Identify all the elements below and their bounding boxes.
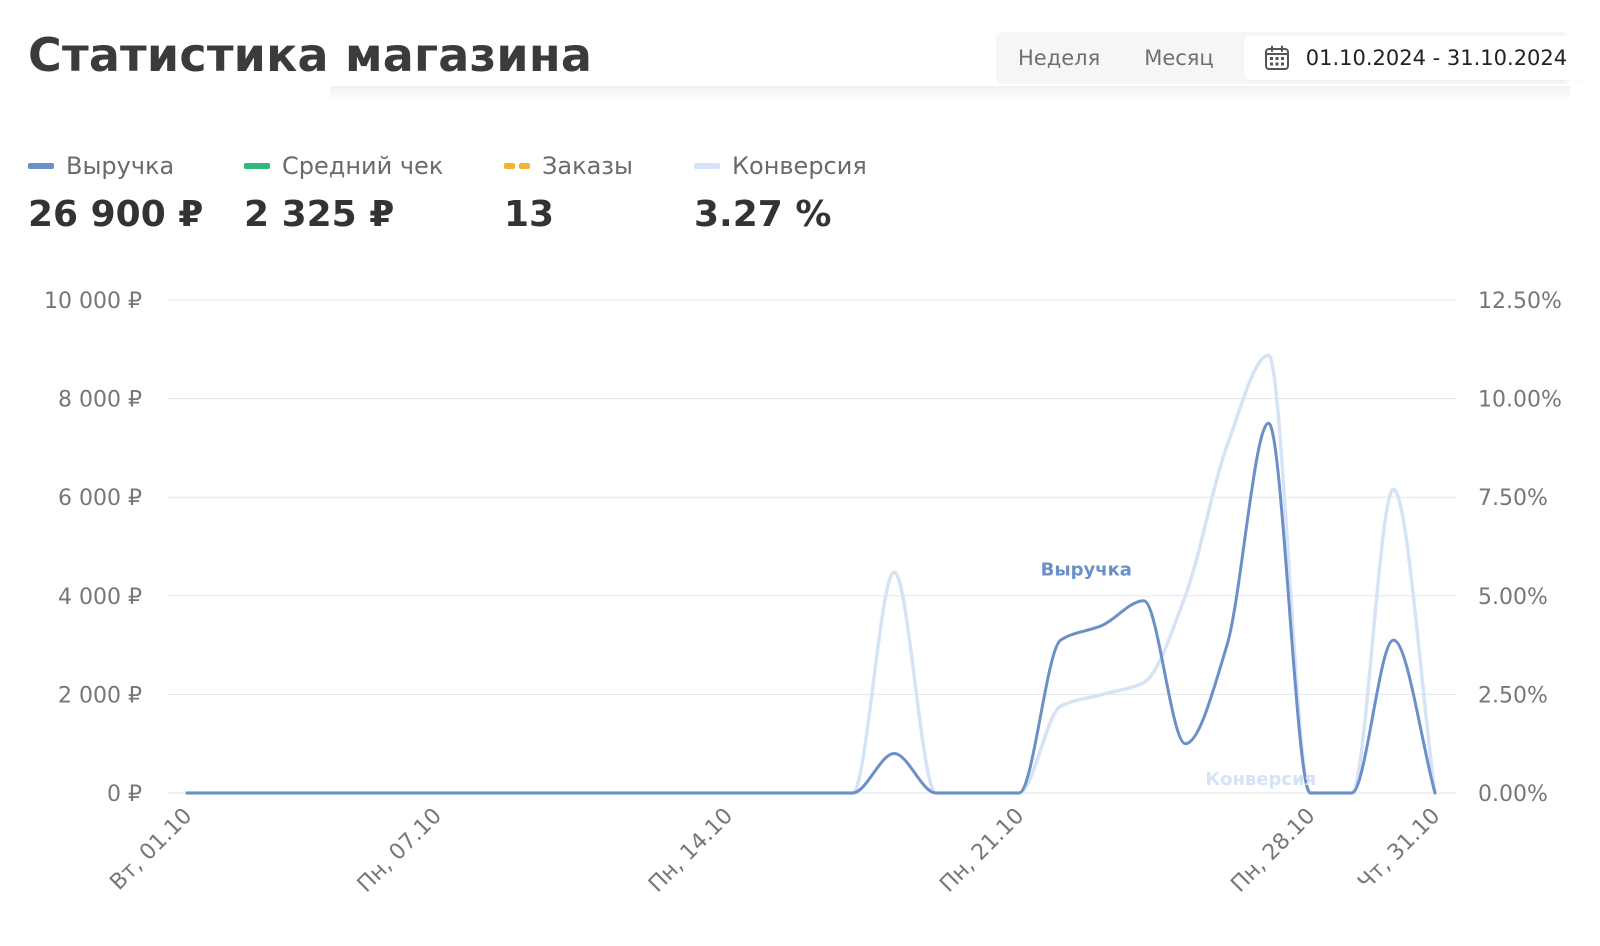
y-right-tick-label: 10.00% bbox=[1478, 388, 1562, 413]
header-divider bbox=[330, 86, 1570, 102]
metric-conversion[interactable]: Конверсия 3.27 % bbox=[694, 152, 867, 235]
date-range-picker[interactable]: 01.10.2024 - 31.10.2024 bbox=[1243, 36, 1586, 80]
y-left-tick-label: 0 ₽ bbox=[107, 782, 142, 807]
y-left-tick-label: 10 000 ₽ bbox=[44, 289, 142, 314]
x-tick-label: Вт, 01.10 bbox=[105, 804, 197, 896]
y-right-tick-label: 5.00% bbox=[1478, 585, 1548, 610]
period-month-button[interactable]: Месяц bbox=[1144, 46, 1214, 70]
metric-average-check-value: 2 325 ₽ bbox=[244, 194, 395, 235]
orders-legend-swatch bbox=[504, 163, 530, 169]
metric-revenue-value: 26 900 ₽ bbox=[28, 194, 204, 235]
metric-revenue[interactable]: Выручка 26 900 ₽ bbox=[28, 152, 203, 235]
y-right-tick-label: 7.50% bbox=[1478, 486, 1548, 511]
x-tick-label: Пн, 07.10 bbox=[353, 804, 447, 898]
y-left-tick-label: 8 000 ₽ bbox=[58, 388, 142, 413]
metric-average-check[interactable]: Средний чек 2 325 ₽ bbox=[244, 152, 443, 235]
date-range-text: 01.10.2024 - 31.10.2024 bbox=[1305, 46, 1568, 70]
x-tick-label: Пн, 21.10 bbox=[935, 804, 1029, 898]
revenue-conversion-chart: 0 ₽ 0.00% 2 000 ₽ 2.50% 4 000 ₽ 5.00% 6 000 ₽ 7… bbox=[44, 289, 1562, 898]
conversion-series-line bbox=[185, 353, 1437, 795]
metric-conversion-label: Конверсия bbox=[732, 152, 867, 180]
period-selector: Неделя Месяц 01.10.2024 - 31.10.2024 bbox=[996, 32, 1586, 84]
y-left-tick-label: 6 000 ₽ bbox=[58, 486, 142, 511]
x-tick-label: Пн, 14.10 bbox=[644, 804, 738, 898]
metrics-summary: Выручка 26 900 ₽ Средний чек 2 325 ₽ Зак… bbox=[28, 152, 928, 252]
metric-orders-value: 13 bbox=[504, 194, 555, 235]
revenue-legend-swatch bbox=[28, 163, 54, 169]
x-tick-label: Пн, 28.10 bbox=[1226, 804, 1320, 898]
y-right-tick-label: 0.00% bbox=[1478, 782, 1548, 807]
conversion-legend-swatch bbox=[694, 163, 720, 169]
metric-revenue-label: Выручка bbox=[66, 152, 175, 180]
metric-orders[interactable]: Заказы 13 bbox=[504, 152, 633, 235]
revenue-series-line bbox=[185, 421, 1437, 795]
page-title: Статистика магазина bbox=[28, 28, 593, 82]
y-left-tick-label: 2 000 ₽ bbox=[58, 683, 142, 708]
x-tick-label: Чт, 31.10 bbox=[1353, 804, 1445, 896]
y-right-tick-label: 2.50% bbox=[1478, 683, 1548, 708]
period-week-button[interactable]: Неделя bbox=[1018, 46, 1101, 70]
average-check-legend-swatch bbox=[244, 163, 270, 169]
y-left-tick-label: 4 000 ₽ bbox=[58, 585, 142, 610]
y-right-tick-label: 12.50% bbox=[1478, 289, 1562, 314]
metric-conversion-value: 3.27 % bbox=[694, 194, 832, 235]
calendar-icon bbox=[1264, 45, 1289, 70]
revenue-series-label: Выручка bbox=[1041, 559, 1132, 580]
metric-orders-label: Заказы bbox=[542, 152, 634, 180]
conversion-series-label: Конверсия bbox=[1205, 769, 1316, 790]
metric-average-check-label: Средний чек bbox=[282, 152, 444, 180]
